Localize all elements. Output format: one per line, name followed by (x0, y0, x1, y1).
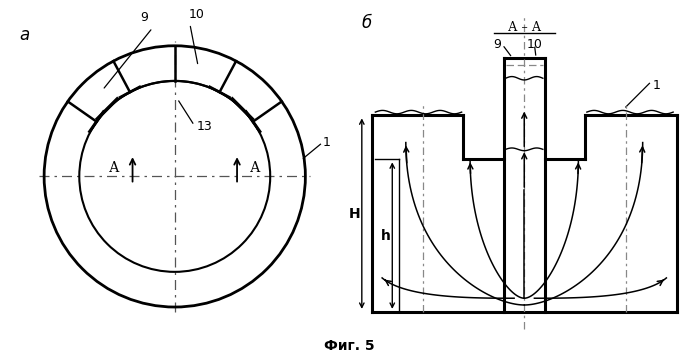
Text: б: б (362, 14, 372, 32)
Text: 9: 9 (493, 38, 501, 51)
Text: а: а (19, 26, 29, 44)
Text: 10: 10 (526, 38, 542, 51)
Text: h: h (380, 229, 391, 243)
Text: H: H (350, 207, 361, 221)
Text: А: А (250, 161, 261, 175)
Text: 9: 9 (140, 11, 149, 24)
Text: 1: 1 (322, 136, 331, 149)
Text: А – А: А – А (507, 21, 541, 34)
Text: Фиг. 5: Фиг. 5 (324, 339, 375, 353)
Text: 10: 10 (189, 8, 205, 21)
Text: 13: 13 (197, 120, 212, 132)
Text: А: А (109, 161, 120, 175)
Text: 1: 1 (653, 78, 661, 91)
